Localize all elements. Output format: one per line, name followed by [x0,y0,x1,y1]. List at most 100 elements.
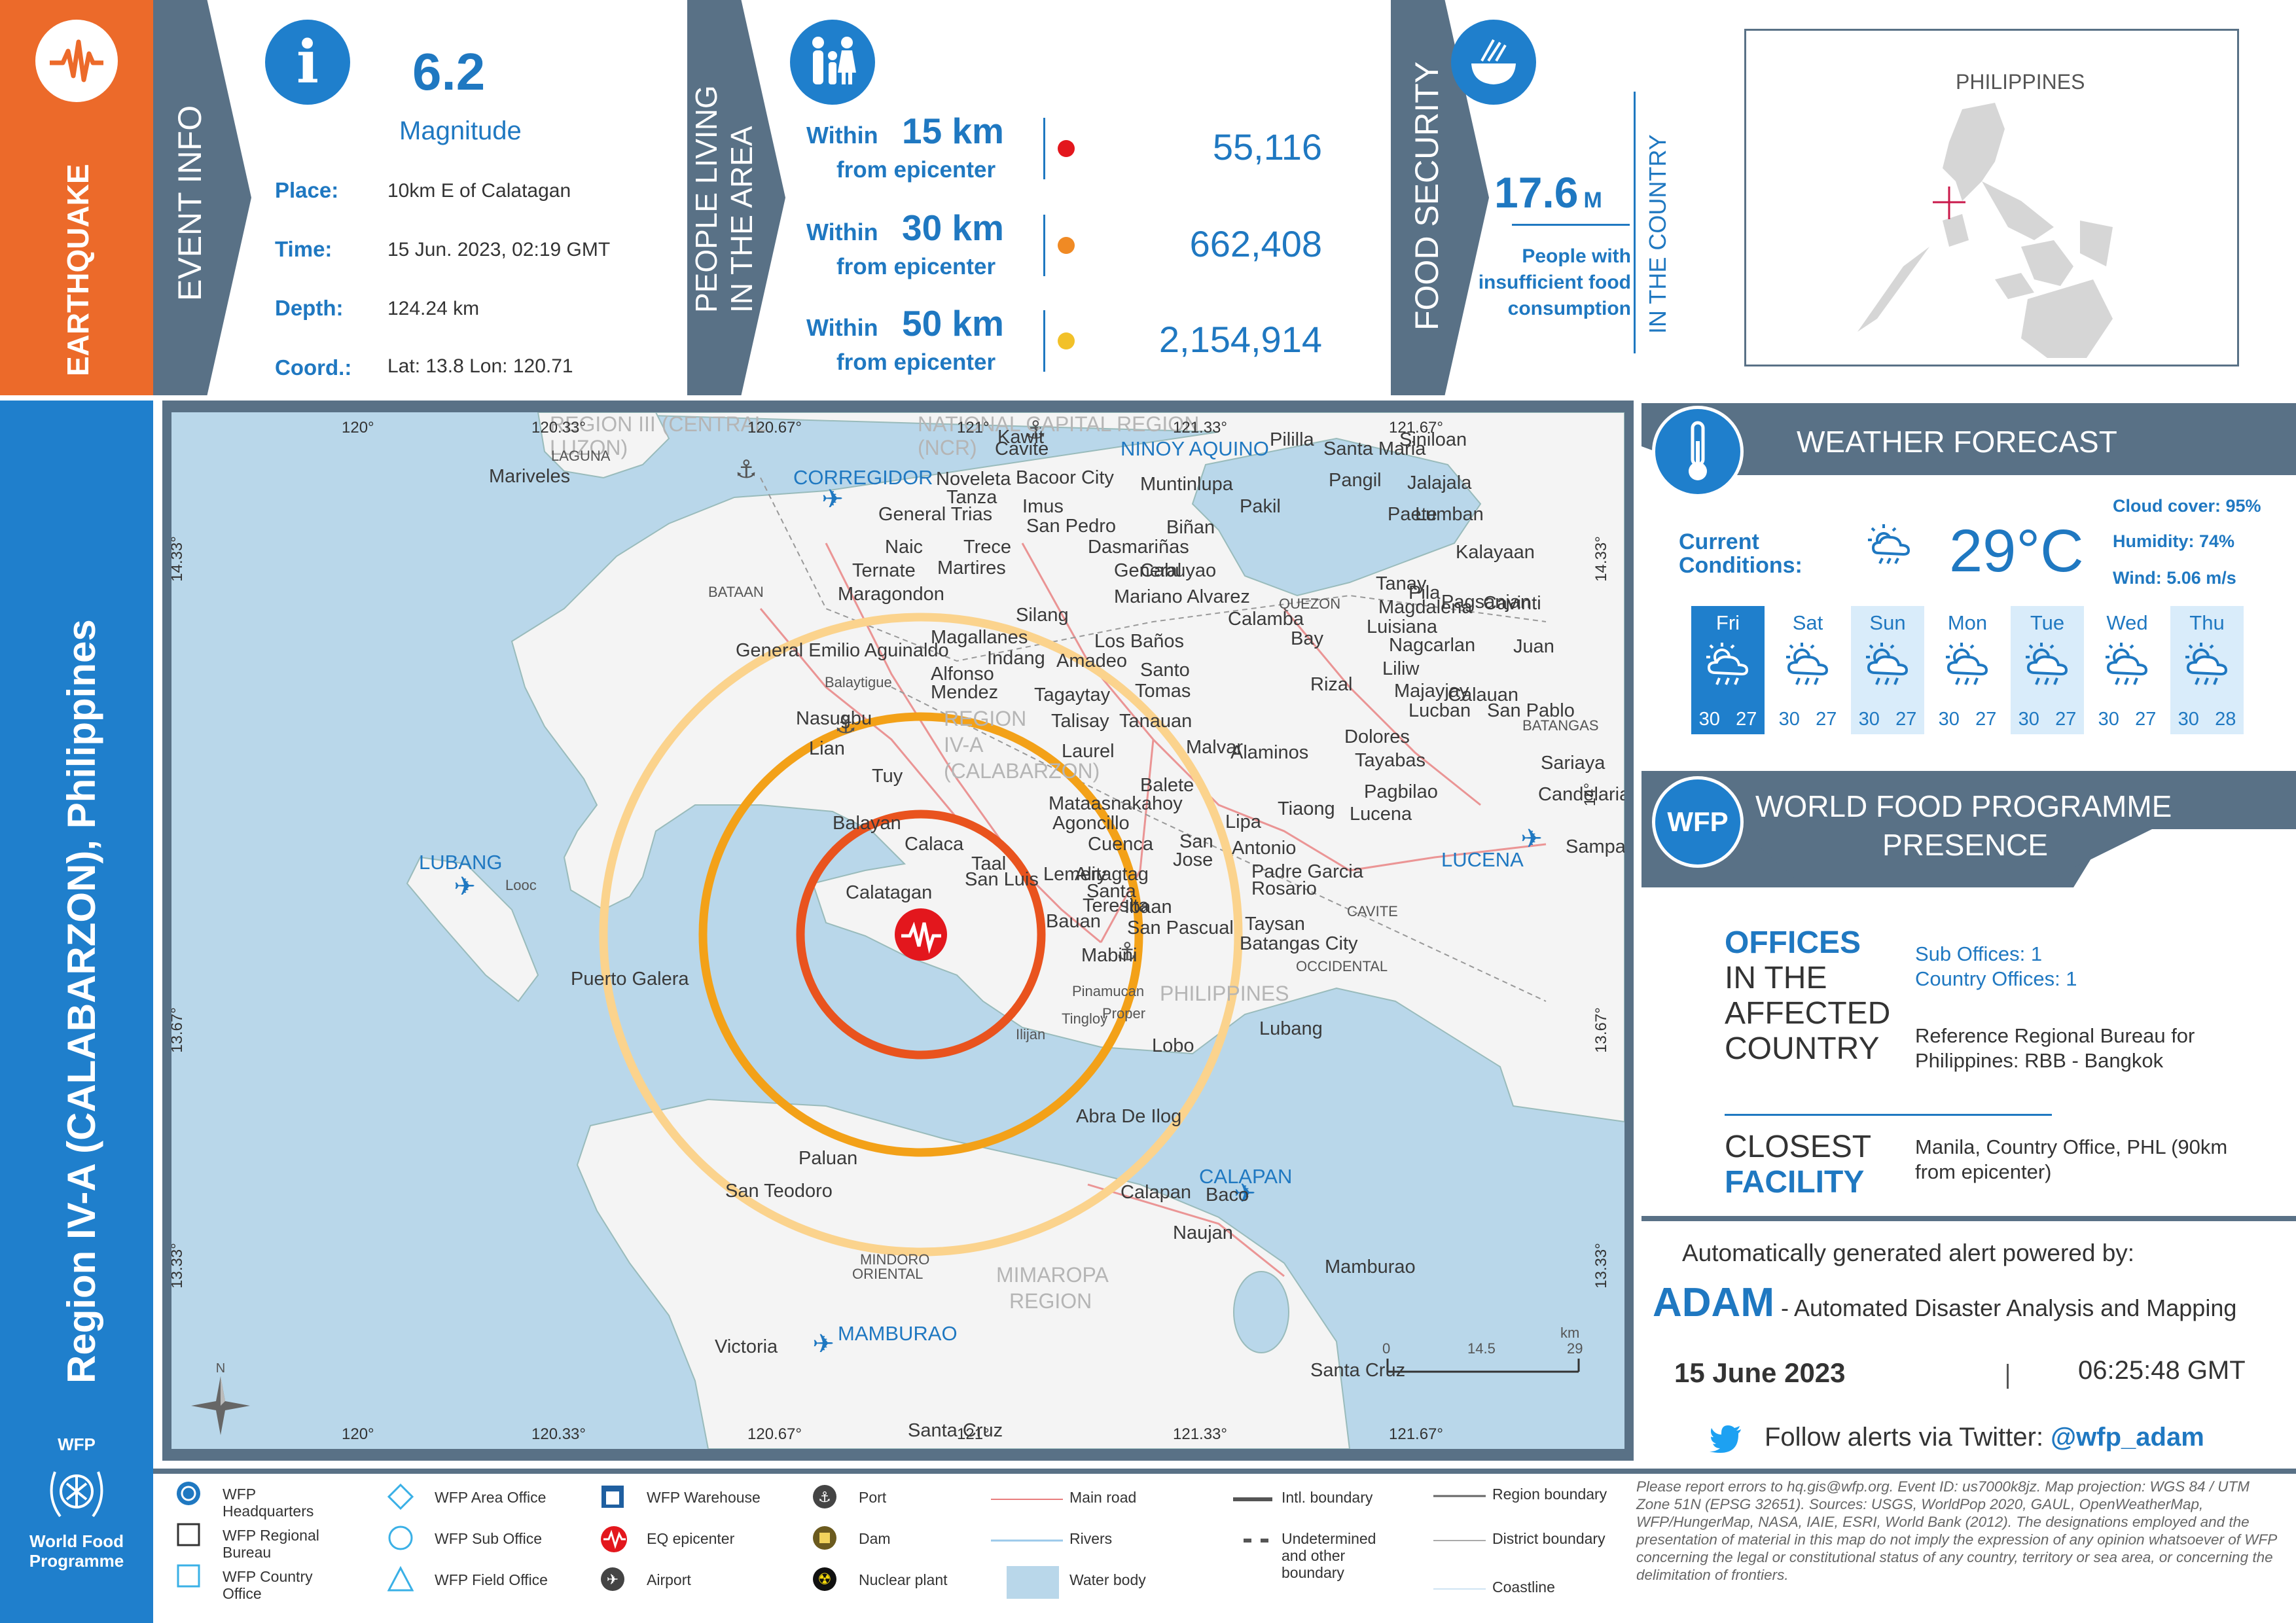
pop-count-0: 55,116 [1212,126,1322,168]
map-label: Taysan [1245,914,1305,935]
logo-bottom-text: World Food Programme [29,1531,124,1571]
forecast-day: Sat 30 27 [1771,606,1844,734]
airport-icon: ✈ [821,484,844,514]
map-label: San Pedro [1026,516,1117,537]
forecast-high: 30 [1778,709,1800,730]
legend-item: Port [859,1489,887,1506]
map-label: Alaminos [1230,742,1309,763]
legend-ao-icon [387,1483,414,1513]
map-label: MIMAROPA [996,1263,1109,1287]
map-label: Imus [1022,496,1064,517]
pop-divider-1 [1043,215,1045,276]
map-label: CORREGIDOR [793,466,933,489]
food-unit: M [1583,188,1602,213]
twitter-icon[interactable] [1710,1425,1742,1456]
rain-cloud-icon [1706,643,1749,685]
map-label: Alitagtag [1075,864,1149,885]
pop-divider-0 [1043,118,1045,179]
food-bowl-icon [1451,20,1536,105]
map-label: Tomas [1135,681,1191,702]
map-label: Tagaytay [1034,685,1111,705]
depth-label: Depth: [275,296,344,320]
map-label: San Pascual [1127,918,1234,938]
legend-coast-icon [1433,1584,1486,1596]
map-label: Pakil [1240,496,1281,517]
map-label: BATAAN [708,584,764,600]
map-label: General Emilio Aguinaldo [736,640,949,661]
adam-powered: Automatically generated alert powered by… [1682,1240,2135,1266]
map-label: PHILIPPINES [1160,982,1289,1005]
time-label: Time: [275,237,332,261]
forecast-day: Fri 30 27 [1691,606,1765,734]
map-label: Cabuyao [1140,560,1217,581]
map-label: Pagbilao [1364,781,1438,802]
time-value: 15 Jun. 2023, 02:19 GMT [387,239,611,260]
grid-bottom-label: 120.33° [531,1425,586,1443]
food-number: 17.6 [1494,168,1579,217]
grid-top-label: 121.67° [1389,419,1444,437]
map-label: Malvar [1186,737,1244,758]
map-label: Mariano Alvarez [1114,586,1250,607]
map-label: Victoria [715,1336,778,1357]
grid-left-label: 14° [171,782,175,807]
map-label: REGION [944,707,1027,730]
pop-within-0: Within [806,122,878,149]
grid-bottom-label: 120° [342,1425,374,1443]
map-label: Calaca [905,834,964,855]
port-icon: ⚓ [735,455,757,484]
map-label: LUZON) [550,436,628,459]
map-label: Majayjay [1394,681,1469,702]
scale-tick-1: 14.5 [1467,1340,1496,1357]
forecast-day-name: Sun [1869,611,1906,634]
grid-right-label: 13.33° [1592,1243,1610,1289]
region-strip: Region IV-A (CALABARZON), Philippines WF… [0,401,153,1623]
pop-divider-2 [1043,310,1045,372]
map-label: OCCIDENTAL [1296,958,1388,974]
airport-icon: ✈ [812,1329,834,1359]
food-vert-divider [1634,92,1636,353]
map-label: Santa Maria [1323,438,1426,459]
grid-top-label: 120.67° [747,419,802,437]
legend-dist-icon [1433,1535,1486,1547]
map-label: Lucena [1350,804,1412,825]
map-label: Laurel [1062,741,1115,762]
bottom-place: Santa Cruz [908,1420,1003,1441]
twitter-handle[interactable]: @wfp_adam [2051,1423,2204,1452]
weather-title: WEATHER FORECAST [1797,425,2117,459]
sub-offices: Sub Offices: 1 [1915,942,2043,965]
place-value: 10km E of Calatagan [387,180,571,202]
legend-item: WFP Headquarters [223,1486,314,1520]
legend-water-icon [1007,1566,1059,1602]
adam-name: ADAM [1653,1280,1774,1325]
map-label: Lipa [1225,812,1261,832]
legend-item: Dam [859,1530,891,1547]
map-label: Lian [809,738,845,759]
legend-nuc-icon: ☢ [812,1566,838,1596]
pop-dot-1 [1058,237,1075,254]
forecast-day-name: Mon [1947,611,1988,634]
map-label: (NCR) [918,436,977,459]
people-title: PEOPLE LIVING IN THE AREA [689,85,759,313]
pop-count-2: 2,154,914 [1158,319,1322,360]
legend-river-icon [991,1535,1063,1547]
legend-item: Nuclear plant [859,1571,948,1588]
legend-reg-icon [1433,1491,1486,1503]
forecast-day: Mon 30 27 [1931,606,2004,734]
map-label: Kawit [997,427,1044,448]
map-label: Ternate [852,560,916,581]
forecast-day: Sun 30 27 [1851,606,1924,734]
wfp-title-1: WORLD FOOD PROGRAMME [1755,789,2172,823]
legend-item: Coastline [1492,1578,1555,1596]
grid-bottom-label: 121.33° [1173,1425,1228,1443]
forecast-day-name: Tue [2030,611,2065,634]
map-label: Tanay [1376,573,1427,594]
legend-item: WFP Field Office [435,1571,548,1588]
magnitude-label: Magnitude [399,116,522,145]
map-label: REGION [1009,1289,1092,1313]
follow-text: Follow alerts via Twitter: [1765,1423,2051,1452]
map-label: Lobo [1152,1035,1194,1056]
legend-item: Airport [647,1571,691,1588]
legend-item: Undetermined and other boundary [1282,1530,1376,1581]
family-icon [790,20,875,105]
grid-bottom-label: 121° [957,1425,990,1443]
